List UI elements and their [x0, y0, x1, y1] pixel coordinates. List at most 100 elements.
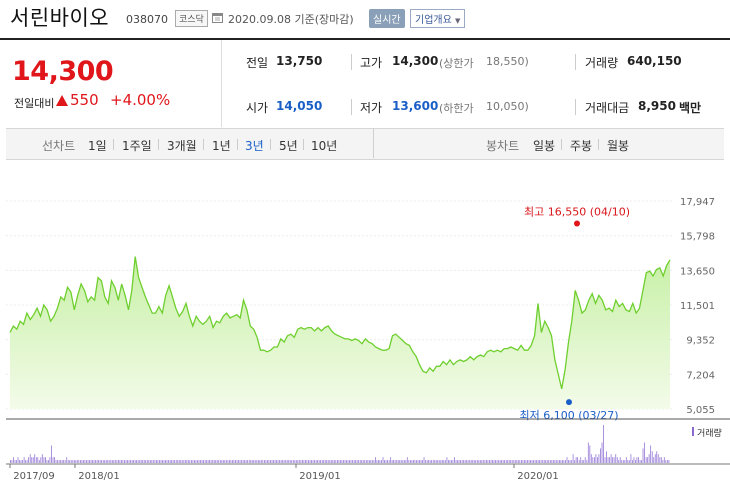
volume-bar: [358, 460, 360, 463]
volume-bar: [67, 460, 69, 463]
volume-bar: [621, 460, 623, 463]
volume-bar: [168, 460, 170, 463]
x-tick-label: 2017/09: [13, 471, 55, 482]
tab-1y[interactable]: 1년: [212, 139, 231, 153]
volume-bar: [508, 460, 510, 463]
company-overview-dropdown[interactable]: 기업개요 ▼: [410, 9, 466, 28]
volume-bar: [209, 460, 211, 463]
volume-bar: [539, 460, 541, 463]
volume-bar: [233, 460, 235, 463]
volume-bar: [66, 457, 68, 463]
volume-bar: [320, 460, 322, 463]
divider: [351, 99, 352, 115]
volume-bar: [656, 451, 658, 463]
line-chart-label: 선차트: [42, 139, 76, 153]
volume-bar: [527, 460, 528, 463]
volume-bar: [270, 460, 271, 463]
volume-bar: [90, 460, 92, 463]
volume-bar: [37, 457, 39, 463]
volume-bar: [300, 460, 302, 463]
volume-bar: [14, 460, 16, 463]
tab-10y[interactable]: 10년: [311, 139, 338, 153]
volume-bar: [650, 445, 652, 463]
volume-bar: [517, 460, 519, 463]
volume-bar: [333, 460, 335, 463]
volume-bar: [385, 460, 387, 463]
volume-bar: [534, 460, 536, 463]
prev-close-label: 전일: [246, 56, 269, 70]
volume-bar: [632, 460, 633, 463]
volume-bar: [411, 460, 413, 463]
volume-bar: [367, 460, 369, 463]
volume-bar: [76, 460, 78, 463]
volume-bar: [257, 460, 259, 463]
volume-bar: [496, 460, 498, 463]
volume-bar: [371, 460, 373, 463]
volume-bar: [641, 460, 642, 463]
lower-limit-value: 10,050): [486, 100, 529, 113]
tab-weekly[interactable]: 주봉: [570, 139, 593, 153]
volume-bar: [69, 460, 71, 463]
volume-bar: [305, 460, 306, 463]
volume-bar: [107, 460, 109, 463]
volume-bar: [87, 460, 89, 463]
volume-bar: [194, 460, 195, 463]
tab-daily[interactable]: 일봉: [533, 139, 556, 153]
volume-bar: [566, 457, 568, 463]
volume-bar: [451, 460, 452, 463]
price-panel: [0, 40, 222, 127]
volume-bar: [96, 460, 98, 463]
volume-bar: [10, 460, 11, 463]
volume-bar: [73, 460, 75, 463]
low-label: 저가: [360, 101, 383, 115]
tab-5y[interactable]: 5년: [279, 139, 298, 153]
volume-bar: [271, 460, 273, 463]
volume-bar: [422, 460, 423, 463]
volume-bar: [665, 460, 667, 463]
volume-bar: [125, 460, 127, 463]
volume-bar: [364, 460, 366, 463]
volume-bar: [35, 457, 37, 463]
volume-bar: [571, 460, 573, 463]
tab-3m[interactable]: 3개월: [167, 139, 197, 153]
volume-bar: [607, 457, 609, 463]
volume-bar: [317, 460, 319, 463]
trade-amount-unit: 백만: [679, 101, 702, 115]
volume-bar: [405, 460, 407, 463]
volume-bar: [89, 460, 90, 463]
volume-bar: [493, 460, 495, 463]
tab-monthly[interactable]: 월봉: [607, 139, 630, 153]
volume-bar: [335, 460, 337, 463]
volume-bar: [376, 460, 378, 463]
volume-bar: [340, 460, 341, 463]
tab-1w[interactable]: 1주일: [122, 139, 152, 153]
volume-bar: [80, 460, 81, 463]
realtime-button[interactable]: 실시간: [369, 9, 405, 28]
volume-bar: [429, 460, 431, 463]
volume-bar: [92, 460, 93, 463]
volume-bar: [597, 457, 598, 463]
volume-bar: [589, 445, 591, 463]
price-line: [9, 256, 671, 390]
volume-bar: [406, 457, 408, 463]
volume-bar: [446, 457, 448, 463]
tab-1d[interactable]: 1일: [88, 139, 107, 153]
volume-bar: [166, 460, 168, 463]
volume-bar: [636, 457, 638, 463]
volume-bar: [603, 425, 604, 463]
volume-bar: [341, 460, 343, 463]
volume-bar: [189, 460, 191, 463]
volume-bar: [391, 460, 393, 463]
volume-bar: [54, 457, 55, 463]
divider: [575, 99, 576, 115]
volume-bar: [362, 460, 364, 463]
volume-bar: [568, 460, 569, 463]
volume-bar: [86, 460, 87, 463]
upper-limit-value: 18,550): [486, 55, 529, 68]
volume-bar: [245, 460, 247, 463]
volume-bar: [169, 460, 171, 463]
volume-bar: [151, 460, 153, 463]
volume-bar: [551, 460, 553, 463]
tab-3y[interactable]: 3년: [245, 139, 264, 153]
volume-bar: [225, 460, 227, 463]
